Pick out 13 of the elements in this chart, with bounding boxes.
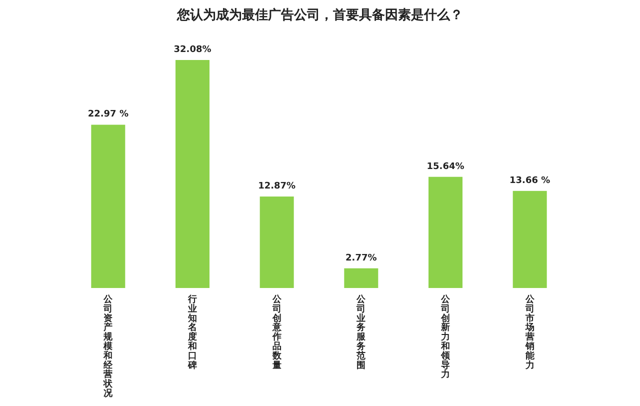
x-tick-label: 行业知名度和口碑 <box>187 294 197 371</box>
x-tick-label: 公司市场营销能力 <box>524 294 536 371</box>
data-label: 2.77% <box>346 253 377 264</box>
data-label: 12.87% <box>258 182 296 192</box>
category-label: 公司资产规模和经营状况 <box>104 295 113 399</box>
data-label: 22.97 % <box>88 110 128 120</box>
data-label: 13.66 % <box>510 176 550 186</box>
x-tick-label: 公司业务服务范围 <box>356 294 367 371</box>
x-tick-label: 公司创意作品数量 <box>271 294 282 371</box>
category-label: 公司创新力和领导力 <box>441 295 450 380</box>
data-label: 15.64% <box>426 162 464 172</box>
chart-title: 您认为成为最佳广告公司，首要具备因素是什么？ <box>176 7 463 23</box>
data-label: 32.08% <box>174 45 212 55</box>
